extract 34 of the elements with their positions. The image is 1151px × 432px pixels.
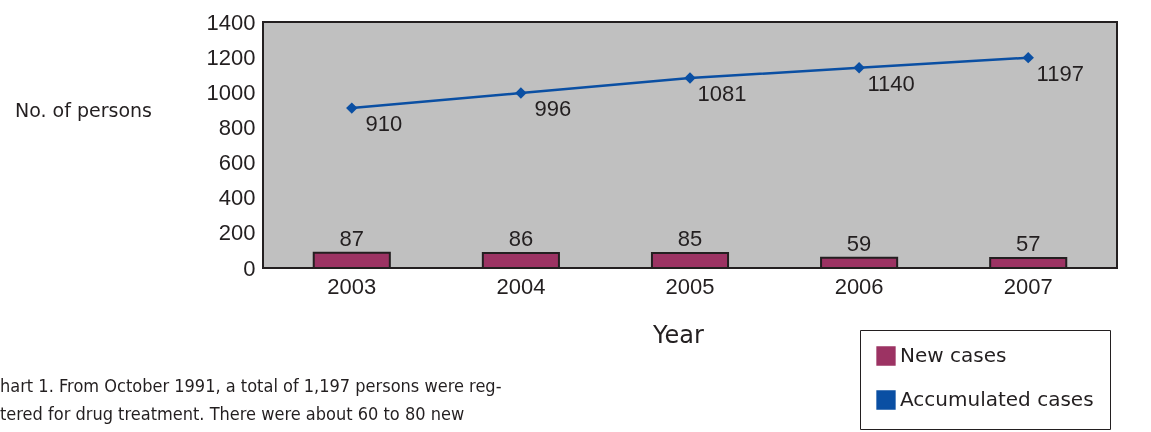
- point: [853, 61, 865, 74]
- y-axis-title: No. of persons: [15, 98, 152, 121]
- y-tick-label: 800: [218, 114, 256, 140]
- data-label: 87: [339, 225, 365, 251]
- x-tick-label: 2005: [665, 273, 715, 299]
- point: [515, 87, 527, 99]
- data-label: 996: [534, 95, 572, 121]
- y-tick-label: 600: [218, 150, 256, 176]
- y-tick-label: 1000: [206, 79, 256, 105]
- x-tick-label: 2006: [834, 273, 884, 299]
- x-tick-label: 2003: [327, 273, 377, 299]
- data-label: 57: [1015, 230, 1041, 256]
- y-tick-label: 200: [218, 220, 256, 246]
- x-tick-label: 2007: [1003, 273, 1053, 299]
- data-label: 1197: [1036, 60, 1084, 86]
- point: [684, 72, 696, 84]
- x-tick-label: 2004: [496, 273, 546, 299]
- data-label: 1140: [867, 70, 915, 96]
- data-label: 1081: [697, 81, 747, 107]
- data-label: 59: [846, 230, 872, 256]
- text: tered for drug treatment. There were about 60 to 80 new: [0, 402, 466, 426]
- point: [346, 102, 358, 114]
- x-axis-title: Year: [652, 320, 705, 349]
- data-label: 910: [365, 111, 403, 137]
- y-tick-label: 1200: [206, 44, 256, 70]
- y-tick-label: 1400: [206, 9, 256, 35]
- y-tick-label: 0: [243, 255, 256, 281]
- data-label: 85: [677, 226, 703, 252]
- legend-label: New cases: [900, 343, 1007, 367]
- y-tick-label: 400: [218, 185, 256, 211]
- point: [1022, 51, 1034, 64]
- legend-label: Accumulated cases: [900, 387, 1094, 411]
- data-label: 86: [508, 225, 534, 251]
- text: hart 1. From October 1991, a total of 1,197 persons were reg-: [0, 374, 502, 398]
